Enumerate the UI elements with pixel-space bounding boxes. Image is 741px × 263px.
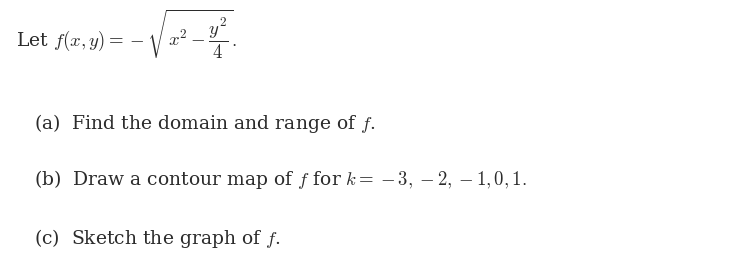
Text: (b)  Draw a contour map of $f$ for $k = -3, -2, -1, 0, 1.$: (b) Draw a contour map of $f$ for $k = -… [34, 168, 527, 191]
Text: (c)  Sketch the graph of $f$.: (c) Sketch the graph of $f$. [34, 227, 281, 250]
Text: (a)  Find the domain and range of $f$.: (a) Find the domain and range of $f$. [34, 112, 376, 135]
Text: Let $f(x, y) = -\sqrt{x^2 - \dfrac{y^2}{4}}.$: Let $f(x, y) = -\sqrt{x^2 - \dfrac{y^2}{… [16, 8, 237, 61]
